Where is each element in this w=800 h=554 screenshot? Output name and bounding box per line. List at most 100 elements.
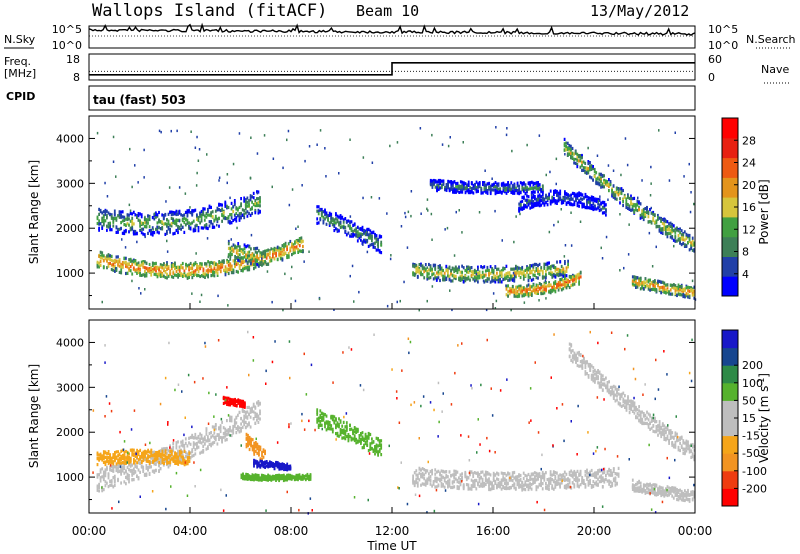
power-band xyxy=(429,178,544,196)
power-cell xyxy=(240,261,243,265)
power-cell xyxy=(202,272,205,276)
power-cell xyxy=(630,199,632,203)
power-cell xyxy=(571,197,574,201)
power-speckle-cell xyxy=(552,264,554,268)
power-cell xyxy=(227,239,230,244)
velocity-cell xyxy=(270,461,273,465)
power-cell xyxy=(161,263,164,267)
power-cell xyxy=(567,193,569,197)
velocity-cell xyxy=(143,457,146,461)
velocity-cell xyxy=(113,480,116,484)
power-cell xyxy=(467,265,470,269)
power-cell xyxy=(163,267,165,271)
velocity-cell xyxy=(123,461,126,465)
power-cell xyxy=(123,223,126,227)
power-speckle-cell xyxy=(318,297,321,301)
velocity-cell xyxy=(275,461,277,466)
power-cell xyxy=(628,204,631,208)
power-cell xyxy=(216,219,219,224)
velocity-cell xyxy=(112,453,115,457)
power-cell xyxy=(144,260,146,264)
power-cell xyxy=(515,275,517,279)
power-cell xyxy=(291,253,293,257)
power-cell xyxy=(538,201,541,205)
power-cell xyxy=(543,265,546,269)
power-cell xyxy=(518,284,521,288)
power-cell xyxy=(672,238,675,242)
velocity-cell xyxy=(183,449,186,453)
power-cell xyxy=(584,161,587,165)
power-speckle-cell xyxy=(386,304,389,308)
velocity-band xyxy=(222,395,246,409)
power-speckle-cell xyxy=(624,137,627,140)
power-speckle-cell xyxy=(218,179,220,182)
power-cell xyxy=(571,151,574,155)
power-cell xyxy=(606,183,609,187)
power-cell xyxy=(586,206,588,210)
power-cell xyxy=(551,200,554,204)
velocity-cell xyxy=(245,472,247,476)
power-cell xyxy=(496,186,498,190)
velocity-cell xyxy=(112,469,115,473)
velocity-cell xyxy=(249,475,252,479)
power-cell xyxy=(369,232,372,237)
power-cell xyxy=(207,260,209,264)
power-cell xyxy=(104,257,107,261)
velocity-cell xyxy=(257,464,260,468)
power-cell xyxy=(603,206,606,210)
power-cell xyxy=(230,267,233,271)
power-cell xyxy=(215,270,217,274)
velocity-cell xyxy=(224,427,227,431)
power-cell xyxy=(283,245,285,250)
power-cell xyxy=(289,249,292,253)
velocity-cell xyxy=(140,455,143,459)
power-speckle-cell xyxy=(178,186,181,189)
power-cell xyxy=(246,244,249,248)
power-cell xyxy=(186,221,189,225)
power-speckle-cell xyxy=(600,246,602,250)
velocity-cell xyxy=(218,433,220,437)
power-cell xyxy=(223,260,225,264)
power-cell xyxy=(554,189,557,193)
velocity-cell xyxy=(169,463,171,467)
power-cell xyxy=(177,218,179,222)
power-cell xyxy=(275,251,277,256)
power-cell xyxy=(204,275,206,279)
velocity-cell xyxy=(96,486,99,490)
power-cell xyxy=(115,226,118,230)
power-speckle-cell xyxy=(626,163,629,167)
power-cell xyxy=(159,265,162,269)
power-cell xyxy=(499,187,502,191)
power-cell xyxy=(265,256,268,260)
velocity-cell xyxy=(259,464,262,468)
power-cell xyxy=(115,255,118,259)
power-speckle-cell xyxy=(505,133,508,137)
velocity-cell xyxy=(148,461,151,465)
power-cell xyxy=(229,251,232,255)
power-cell xyxy=(578,280,580,284)
power-cell xyxy=(437,178,440,183)
power-cell xyxy=(560,200,563,204)
power-cell xyxy=(328,211,331,215)
power-cell xyxy=(128,267,130,271)
power-cell xyxy=(216,268,219,272)
power-cell xyxy=(666,228,669,232)
velocity-cell xyxy=(152,454,154,458)
velocity-cell xyxy=(99,453,102,458)
power-cell xyxy=(570,197,573,201)
velocity-cell xyxy=(128,468,130,472)
velocity-cell xyxy=(150,454,153,458)
power-cell xyxy=(380,235,383,239)
power-cell xyxy=(537,198,539,202)
velocity-cell xyxy=(96,457,99,461)
power-cell xyxy=(137,270,140,274)
power-cell xyxy=(139,268,141,272)
power-cell xyxy=(226,204,228,208)
velocity-cell xyxy=(172,449,175,453)
power-cell xyxy=(540,268,543,272)
power-cell xyxy=(320,207,323,212)
velocity-cell xyxy=(237,426,239,430)
power-cell xyxy=(652,212,655,216)
power-cell xyxy=(445,269,448,273)
